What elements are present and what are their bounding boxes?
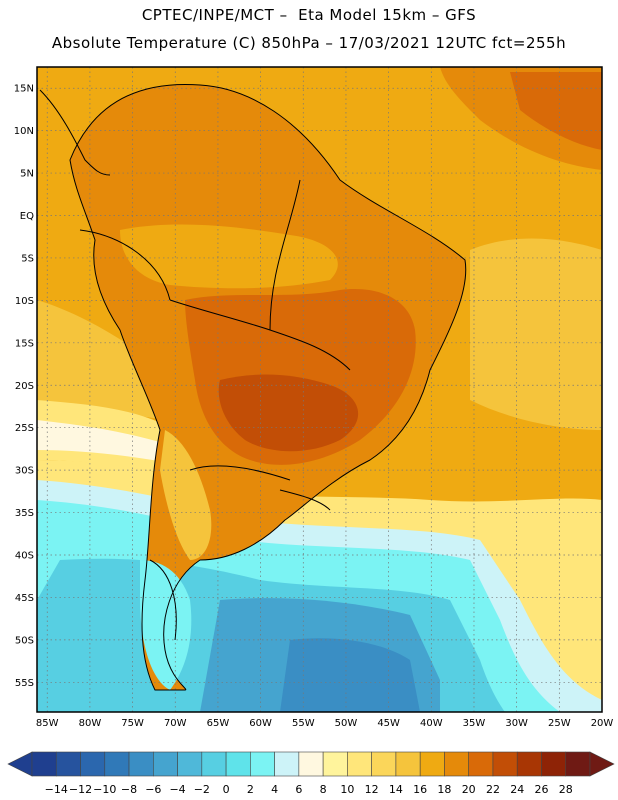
lat-tick-label: 15S <box>15 338 34 349</box>
colorbar-label: 0 <box>223 783 230 796</box>
colorbar-label: 16 <box>413 783 427 796</box>
colorbar-swatch <box>492 751 518 777</box>
colorbar-label: 10 <box>340 783 354 796</box>
colorbar-swatch <box>395 751 421 777</box>
colorbar-label: −6 <box>145 783 161 796</box>
lon-tick-label: 50W <box>335 718 358 729</box>
colorbar-swatch <box>444 751 469 777</box>
coastlines <box>39 83 467 691</box>
colorbar-swatch <box>128 751 154 777</box>
lon-tick-label: 35W <box>463 718 486 729</box>
lon-tick-label: 40W <box>420 718 443 729</box>
colorbar-swatch <box>201 751 227 777</box>
colorbar-swatch <box>31 751 57 777</box>
lon-tick-label: 70W <box>164 718 187 729</box>
colorbar-label: 20 <box>462 783 476 796</box>
colorbar-label: 12 <box>365 783 379 796</box>
colorbar-label: −4 <box>169 783 185 796</box>
colorbar-labels: −14 −12 −10 −8 −6 −4 −2 0 2 4 6 8 10 12 14 16 18 20 22 24 26… <box>45 783 573 796</box>
lon-tick-label: 85W <box>36 718 59 729</box>
lon-tick-label: 60W <box>249 718 272 729</box>
longitude-labels: 85W 80W 75W 70W 65W 60W 55W 50W 45W 40W 35W 30W 25W 2… <box>36 718 613 729</box>
colorbar-label: 18 <box>437 783 451 796</box>
lat-tick-label: 10S <box>15 296 34 307</box>
lat-tick-label: 5S <box>21 253 34 264</box>
colorbar-swatch <box>80 751 106 777</box>
colorbar-label: −8 <box>121 783 137 796</box>
colorbar-label: −12 <box>69 783 92 796</box>
colorbar-swatch <box>565 751 591 777</box>
colorbar-swatch <box>55 751 81 777</box>
colorbar-swatch <box>177 751 203 777</box>
lon-tick-label: 55W <box>292 718 315 729</box>
colorbar-swatch <box>298 751 324 777</box>
colorbar-swatch <box>322 751 348 777</box>
colorbar-label: 4 <box>271 783 278 796</box>
colorbar-label: 6 <box>295 783 302 796</box>
lat-tick-label: 5N <box>20 169 34 180</box>
colorbar-arrow-low <box>7 751 33 777</box>
colorbar-swatch <box>250 751 275 777</box>
colorbar-label: 2 <box>247 783 254 796</box>
lat-tick-label: 25S <box>15 423 34 434</box>
lat-tick-label: 20S <box>15 381 34 392</box>
colorbar-label: −14 <box>45 783 68 796</box>
title-line-1: CPTEC/INPE/MCT – Eta Model 15km – GFS <box>141 6 477 24</box>
lon-tick-label: 30W <box>505 718 528 729</box>
colorbar-label: 28 <box>559 783 573 796</box>
lon-tick-label: 45W <box>377 718 400 729</box>
colorbar-swatch <box>541 751 567 777</box>
lat-tick-label: 35S <box>15 508 34 519</box>
colorbar-label: −10 <box>93 783 116 796</box>
lat-tick-label: EQ <box>20 211 34 222</box>
colorbar-label: 26 <box>534 783 548 796</box>
lat-tick-label: 10N <box>14 126 34 137</box>
colorbar-label: 8 <box>320 783 327 796</box>
lon-tick-label: 25W <box>548 718 571 729</box>
colorbar-swatch <box>468 751 494 777</box>
colorbar <box>7 751 615 777</box>
colorbar-swatch <box>225 751 251 777</box>
colorbar-swatch <box>104 751 130 777</box>
lon-tick-label: 75W <box>121 718 144 729</box>
lat-tick-label: 30S <box>15 466 34 477</box>
colorbar-swatch <box>516 751 542 777</box>
colorbar-swatch <box>274 751 300 777</box>
colorbar-swatch <box>419 751 445 777</box>
lat-tick-label: 50S <box>15 635 34 646</box>
lat-tick-label: 15N <box>14 84 34 95</box>
colorbar-swatch <box>347 751 372 777</box>
lat-tick-label: 45S <box>15 593 34 604</box>
colorbar-swatch <box>371 751 397 777</box>
latitude-labels: 15N 10N 5N EQ 5S 10S 15S 20S 25S 30S 35S 40S 45S 50S 5… <box>14 84 34 689</box>
temperature-field <box>37 67 602 712</box>
colorbar-arrow-high <box>589 751 615 777</box>
lon-tick-label: 65W <box>207 718 230 729</box>
map-frame <box>36 66 603 713</box>
title-line-2: Absolute Temperature (C) 850hPa – 17/03/… <box>51 34 567 52</box>
lat-tick-label: 40S <box>15 550 34 561</box>
colorbar-label: 24 <box>510 783 524 796</box>
colorbar-swatch <box>153 751 178 777</box>
lon-tick-label: 20W <box>591 718 614 729</box>
colorbar-label: −2 <box>194 783 210 796</box>
lon-tick-label: 80W <box>79 718 102 729</box>
colorbar-label: 22 <box>486 783 500 796</box>
colorbar-label: 14 <box>389 783 403 796</box>
lat-tick-label: 55S <box>15 678 34 689</box>
